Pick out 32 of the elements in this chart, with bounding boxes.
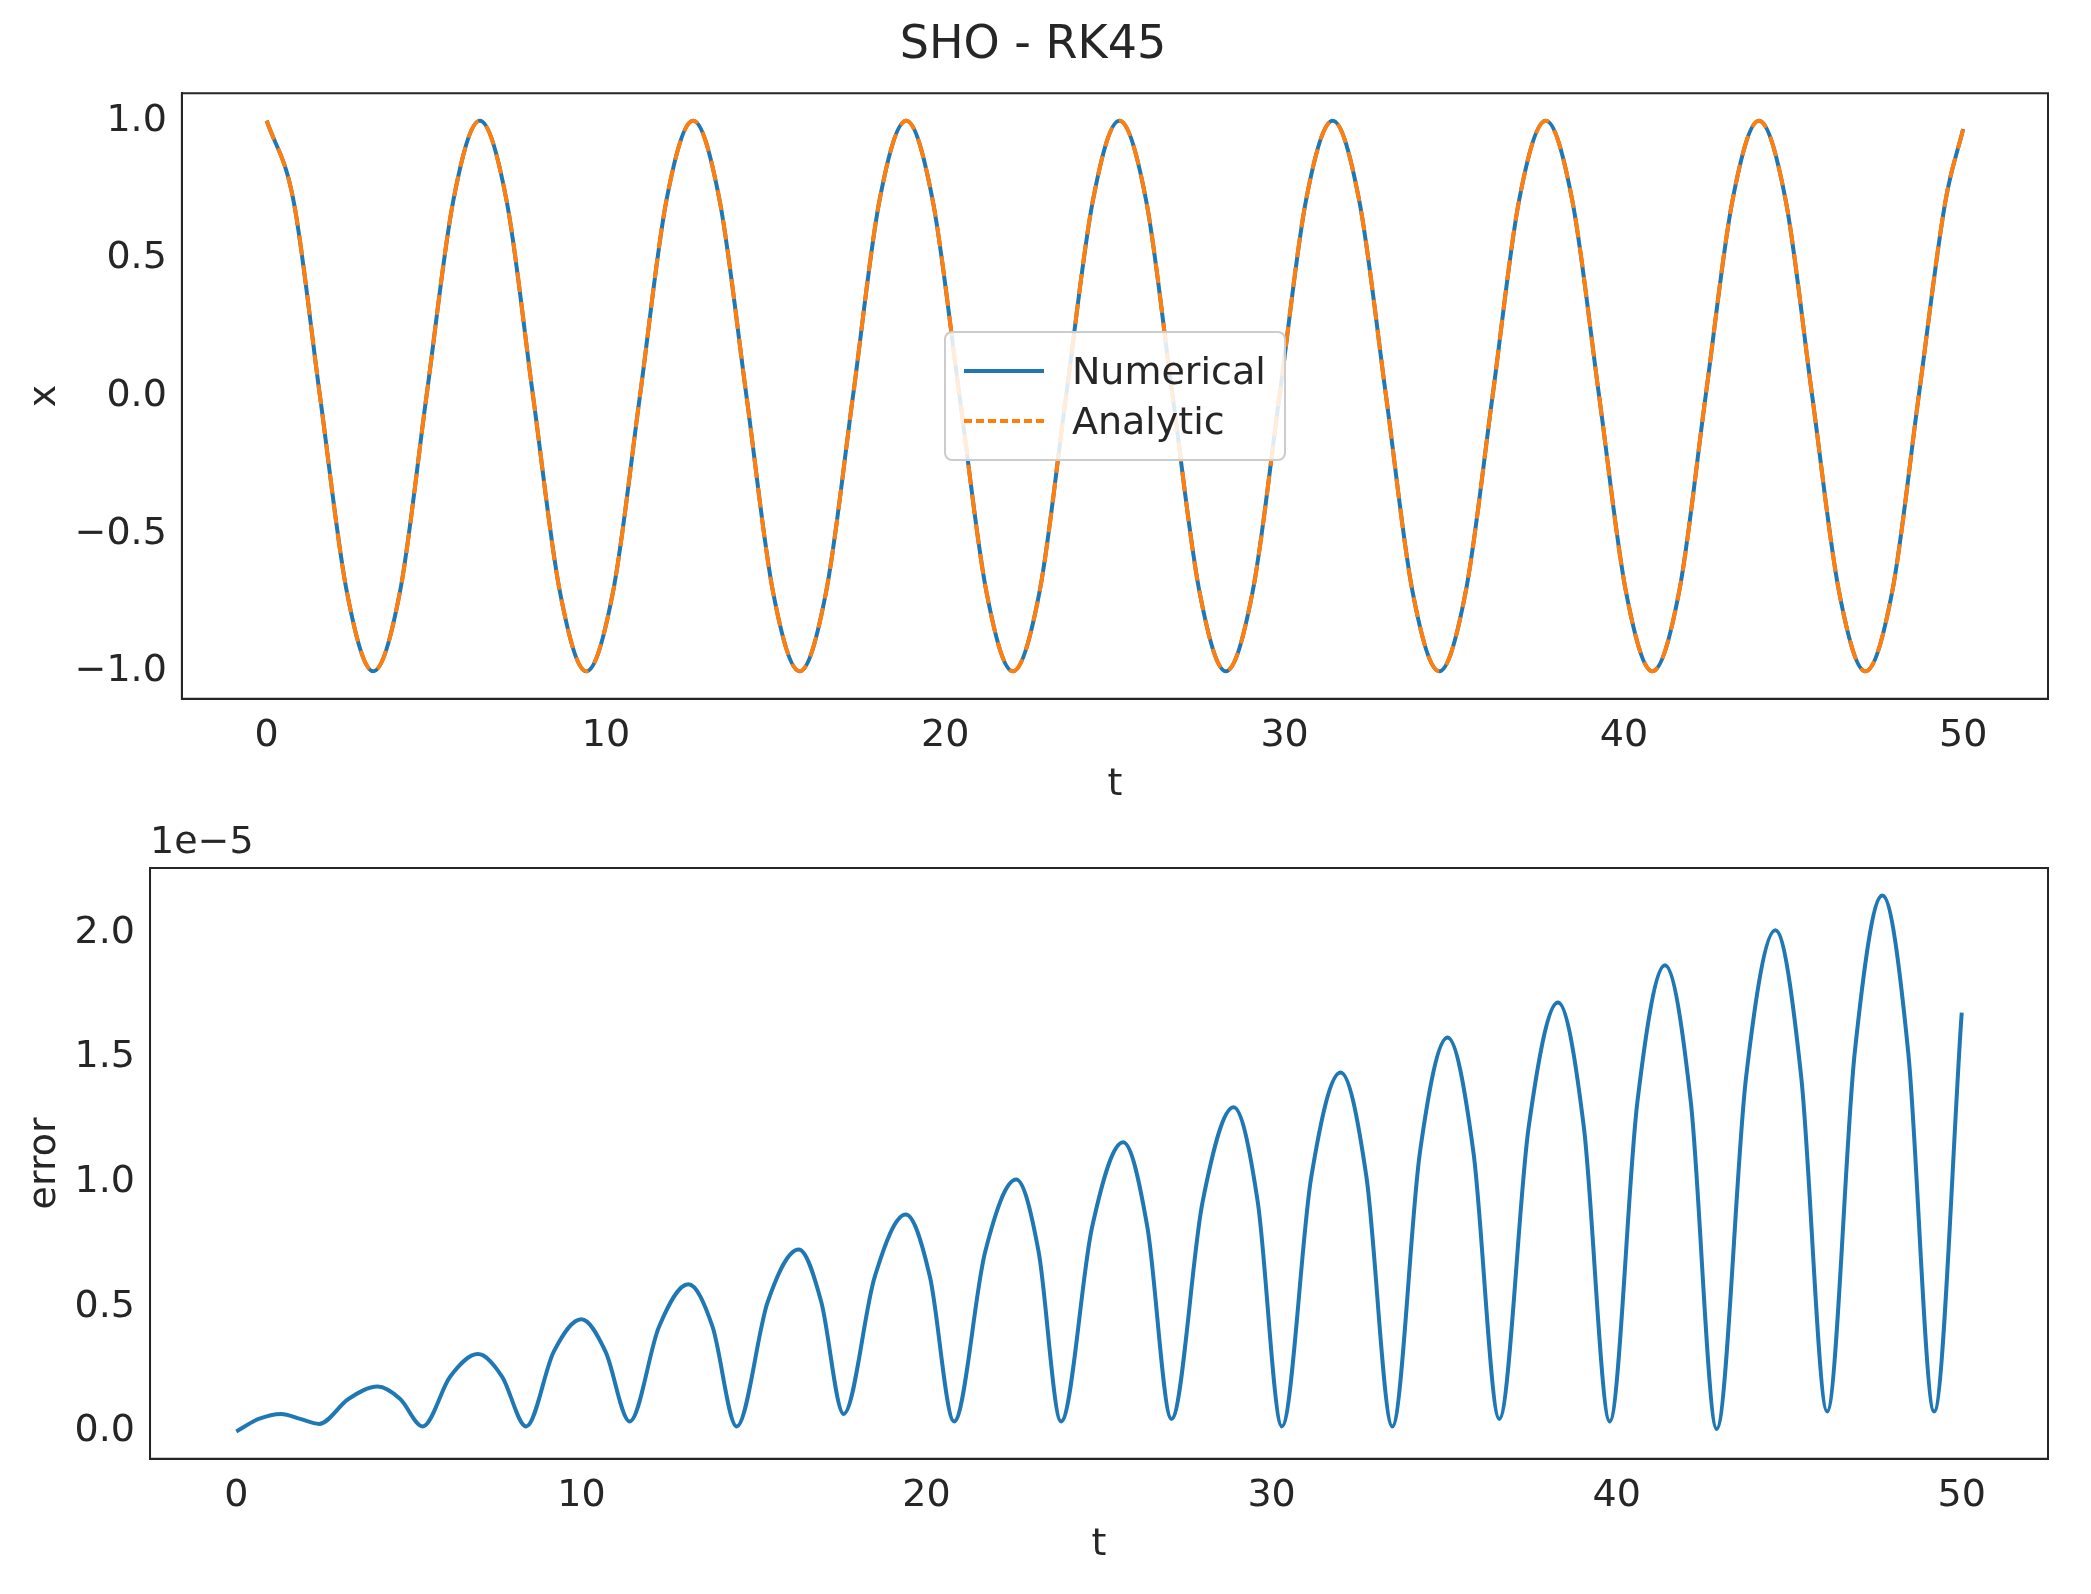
x-tick-label: 40 <box>1599 711 1649 756</box>
y-tick-label: 0.0 <box>106 370 167 415</box>
y-axis-title: error <box>19 1117 64 1210</box>
x-tick-label: 10 <box>557 1471 606 1516</box>
line-series <box>234 893 1964 1434</box>
chart-title: SHO - RK45 <box>899 14 1167 69</box>
x-tick-label: 20 <box>902 1471 951 1516</box>
x-tick-label: 20 <box>921 711 970 756</box>
x-tick-label: 30 <box>1247 1471 1296 1516</box>
legend-label: Analytic <box>1071 399 1225 443</box>
y-tick-label: −0.5 <box>74 508 167 553</box>
y-tick-label: 1.0 <box>106 95 167 140</box>
text: 1e−5 <box>150 817 254 862</box>
y-tick-label: 0.0 <box>74 1406 136 1451</box>
y-tick-label: 1.0 <box>74 1156 136 1201</box>
y-tick-label: 1.5 <box>74 1032 136 1077</box>
y-tick-label: 0.5 <box>74 1281 136 1326</box>
y-tick-label: 0.5 <box>106 233 167 278</box>
x-tick-label: 30 <box>1260 711 1309 756</box>
x-tick-label: 40 <box>1592 1471 1641 1516</box>
x-tick-label: 50 <box>1939 711 1988 756</box>
line-series <box>264 118 1966 674</box>
legend-label: Numerical <box>1071 349 1266 393</box>
y-tick-label: 2.0 <box>74 907 136 952</box>
x-tick-label: 0 <box>224 1471 249 1516</box>
y-tick-label: −1.0 <box>74 646 167 691</box>
x-tick-label: 10 <box>581 711 631 756</box>
y-axis-title: x <box>19 384 64 408</box>
x-axis-title: t <box>1107 760 1123 805</box>
x-axis-title: t <box>1091 1520 1107 1565</box>
x-tick-label: 0 <box>254 711 279 756</box>
x-tick-label: 50 <box>1937 1471 1986 1516</box>
